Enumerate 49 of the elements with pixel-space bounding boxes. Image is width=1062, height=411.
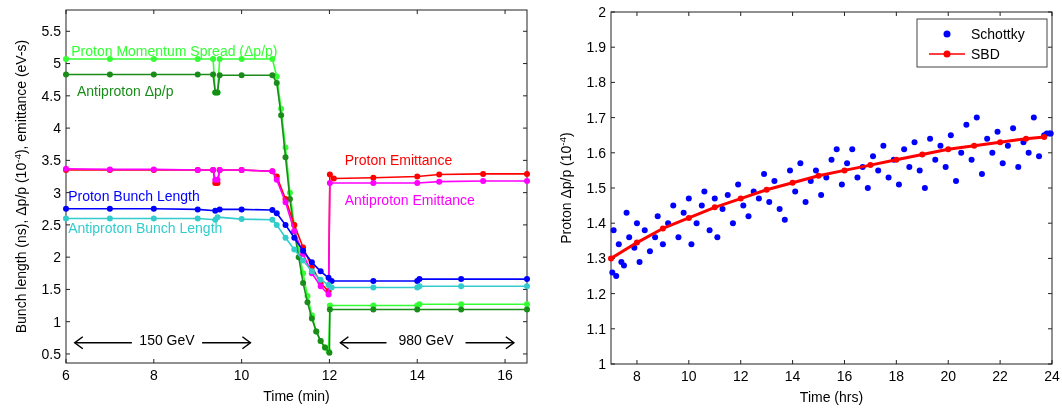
series-label: Antiproton Δp/p <box>76 82 174 99</box>
y-tick-label: 1.9 <box>586 39 607 56</box>
series-label: Proton Bunch Length <box>68 187 200 204</box>
y-tick-label: 1 <box>53 313 62 330</box>
y-tick-label: 4 <box>53 120 62 136</box>
y-tick-label: 2.5 <box>41 216 62 233</box>
y-tick-label: 1.6 <box>586 144 607 161</box>
x-tick-label: 12 <box>732 368 749 384</box>
x-tick-label: 18 <box>888 368 905 384</box>
series-label: Antiproton Bunch Length <box>68 220 223 237</box>
legend-label: SBD <box>971 45 1000 62</box>
y-tick-label: 3.5 <box>41 152 62 169</box>
y-tick-label: 1.2 <box>586 285 607 302</box>
y-tick-label: 5.5 <box>41 23 62 40</box>
x-tick-label: 12 <box>321 367 338 383</box>
y-tick-label: 1.7 <box>586 109 607 126</box>
x-tick-label: 16 <box>836 368 853 384</box>
y-tick-label: 1.5 <box>586 179 607 196</box>
y-tick-label: 1.3 <box>586 250 607 267</box>
x-axis-title: Time (hrs) <box>799 389 864 405</box>
x-tick-label: 14 <box>784 368 801 384</box>
series-label: Proton Momentum Spread (Δp/p) <box>71 42 278 59</box>
legend-label: Schottky <box>971 25 1025 42</box>
series-label: Proton Emittance <box>344 152 453 169</box>
y-tick-label: 2 <box>53 249 62 266</box>
y-tick-label: 1 <box>598 355 607 372</box>
x-tick-label: 24 <box>1044 368 1060 384</box>
y-tick-label: 4.5 <box>41 87 62 104</box>
x-axis-title: Time (min) <box>263 388 330 404</box>
x-tick-label: 16 <box>497 367 514 383</box>
x-tick-label: 14 <box>409 367 426 383</box>
annotation: 980 GeV <box>398 331 455 348</box>
y-tick-label: 0.5 <box>41 345 62 362</box>
x-tick-label: 8 <box>149 367 158 383</box>
y-tick-label: 5 <box>53 55 62 72</box>
y-tick-label: 1.1 <box>586 320 607 337</box>
x-tick-label: 10 <box>681 368 697 384</box>
series-label: Antiproton Emittance <box>344 192 475 209</box>
x-tick-label: 8 <box>633 368 642 384</box>
x-tick-label: 20 <box>940 368 957 384</box>
y-tick-label: 1.5 <box>41 281 62 298</box>
y-tick-label: 3 <box>53 184 62 201</box>
y-tick-label: 1.4 <box>586 215 607 232</box>
x-tick-label: 6 <box>62 367 71 383</box>
x-tick-label: 22 <box>992 368 1009 384</box>
x-tick-label: 10 <box>233 367 250 383</box>
annotation: 150 GeV <box>139 331 196 348</box>
y-tick-label: 2 <box>598 3 607 20</box>
y-tick-label: 1.8 <box>586 74 607 91</box>
